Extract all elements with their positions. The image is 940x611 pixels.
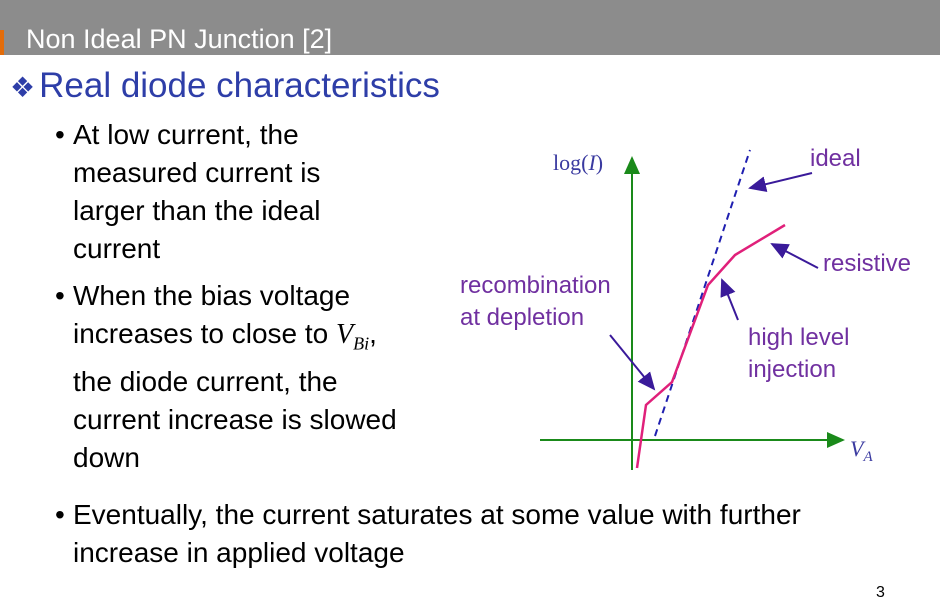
slide-title: Non Ideal PN Junction [2] [26, 24, 333, 54]
x-axis-label: VA [850, 436, 873, 465]
label-part: I [587, 150, 597, 175]
heading-bullet: ❖ [10, 72, 36, 103]
header-bar [0, 0, 940, 55]
arrow [720, 278, 739, 321]
ideal-curve [654, 149, 751, 437]
page-number: 3 [876, 584, 885, 601]
symbol: V [336, 319, 354, 350]
bullet-marker: • [55, 499, 65, 530]
label-part: ) [596, 150, 603, 175]
label: injection [748, 356, 836, 383]
bullet: • At low current, the measured current is… [55, 116, 393, 268]
arrow [609, 334, 656, 391]
subscript: Bi [353, 333, 370, 354]
arrow [748, 172, 813, 193]
bullet-text: Eventually, the current saturates at som… [73, 499, 801, 568]
bullet: • When the bias voltage increases to clos… [55, 277, 403, 477]
heading-text: Real diode characteristics [39, 66, 440, 105]
bullet-text: , the diode current, the current increas… [73, 318, 397, 473]
bullet-text: When the bias voltage increases to close… [73, 280, 351, 349]
label-part: log( [553, 150, 588, 175]
label: recombination [460, 272, 611, 299]
label-part: A [862, 449, 873, 465]
arrow [770, 243, 819, 269]
heading: ❖ Real diode characteristics [10, 66, 440, 106]
label: resistive [823, 250, 911, 277]
real-curve [635, 223, 786, 469]
y-axis-label: log(I) [553, 150, 603, 175]
label: ideal [810, 145, 861, 172]
label: at depletion [460, 304, 584, 331]
bullet-marker: • [55, 280, 65, 311]
label-part: V [850, 436, 866, 461]
bullet: • Eventually, the current saturates at so… [55, 496, 853, 572]
header-accent [0, 30, 4, 55]
bullet-marker: • [55, 119, 65, 150]
bullet-text: At low current, the measured current is … [73, 119, 321, 264]
label: high level [748, 324, 849, 351]
